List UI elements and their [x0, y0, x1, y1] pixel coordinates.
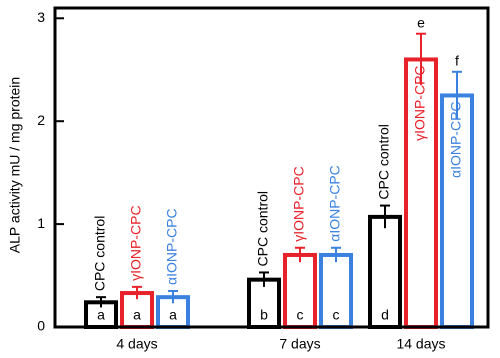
x-tick-label: 14 days: [396, 336, 445, 352]
series-label: αIONP-CPC: [164, 208, 180, 285]
significance-letter: c: [297, 307, 304, 323]
significance-letter: a: [97, 307, 105, 323]
series-label: CPC control: [92, 216, 108, 291]
significance-letter: a: [169, 307, 177, 323]
series-label: γIONP-CPC: [412, 65, 428, 140]
significance-letter: a: [133, 307, 141, 323]
significance-letter: c: [333, 307, 340, 323]
series-label: αIONP-CPC: [448, 101, 464, 178]
series-label: CPC control: [376, 124, 392, 199]
y-tick-label: 3: [37, 9, 45, 25]
y-tick-label: 2: [37, 112, 45, 128]
x-tick-label: 4 days: [116, 336, 157, 352]
series-label: γIONP-CPC: [291, 166, 307, 241]
significance-letter: b: [260, 307, 268, 323]
series-label: αIONP-CPC: [327, 165, 343, 242]
y-tick-label: 0: [37, 318, 45, 334]
y-tick-label: 1: [37, 215, 45, 231]
y-axis-label: ALP activity mU / mg protein: [7, 77, 23, 253]
plot-frame: [53, 6, 490, 329]
x-tick-label: 7 days: [279, 336, 320, 352]
significance-letter: d: [381, 307, 389, 323]
significance-letter: e: [417, 14, 425, 30]
series-label: γIONP-CPC: [128, 205, 144, 280]
significance-letter: f: [455, 53, 459, 69]
series-label: CPC control: [255, 191, 271, 266]
